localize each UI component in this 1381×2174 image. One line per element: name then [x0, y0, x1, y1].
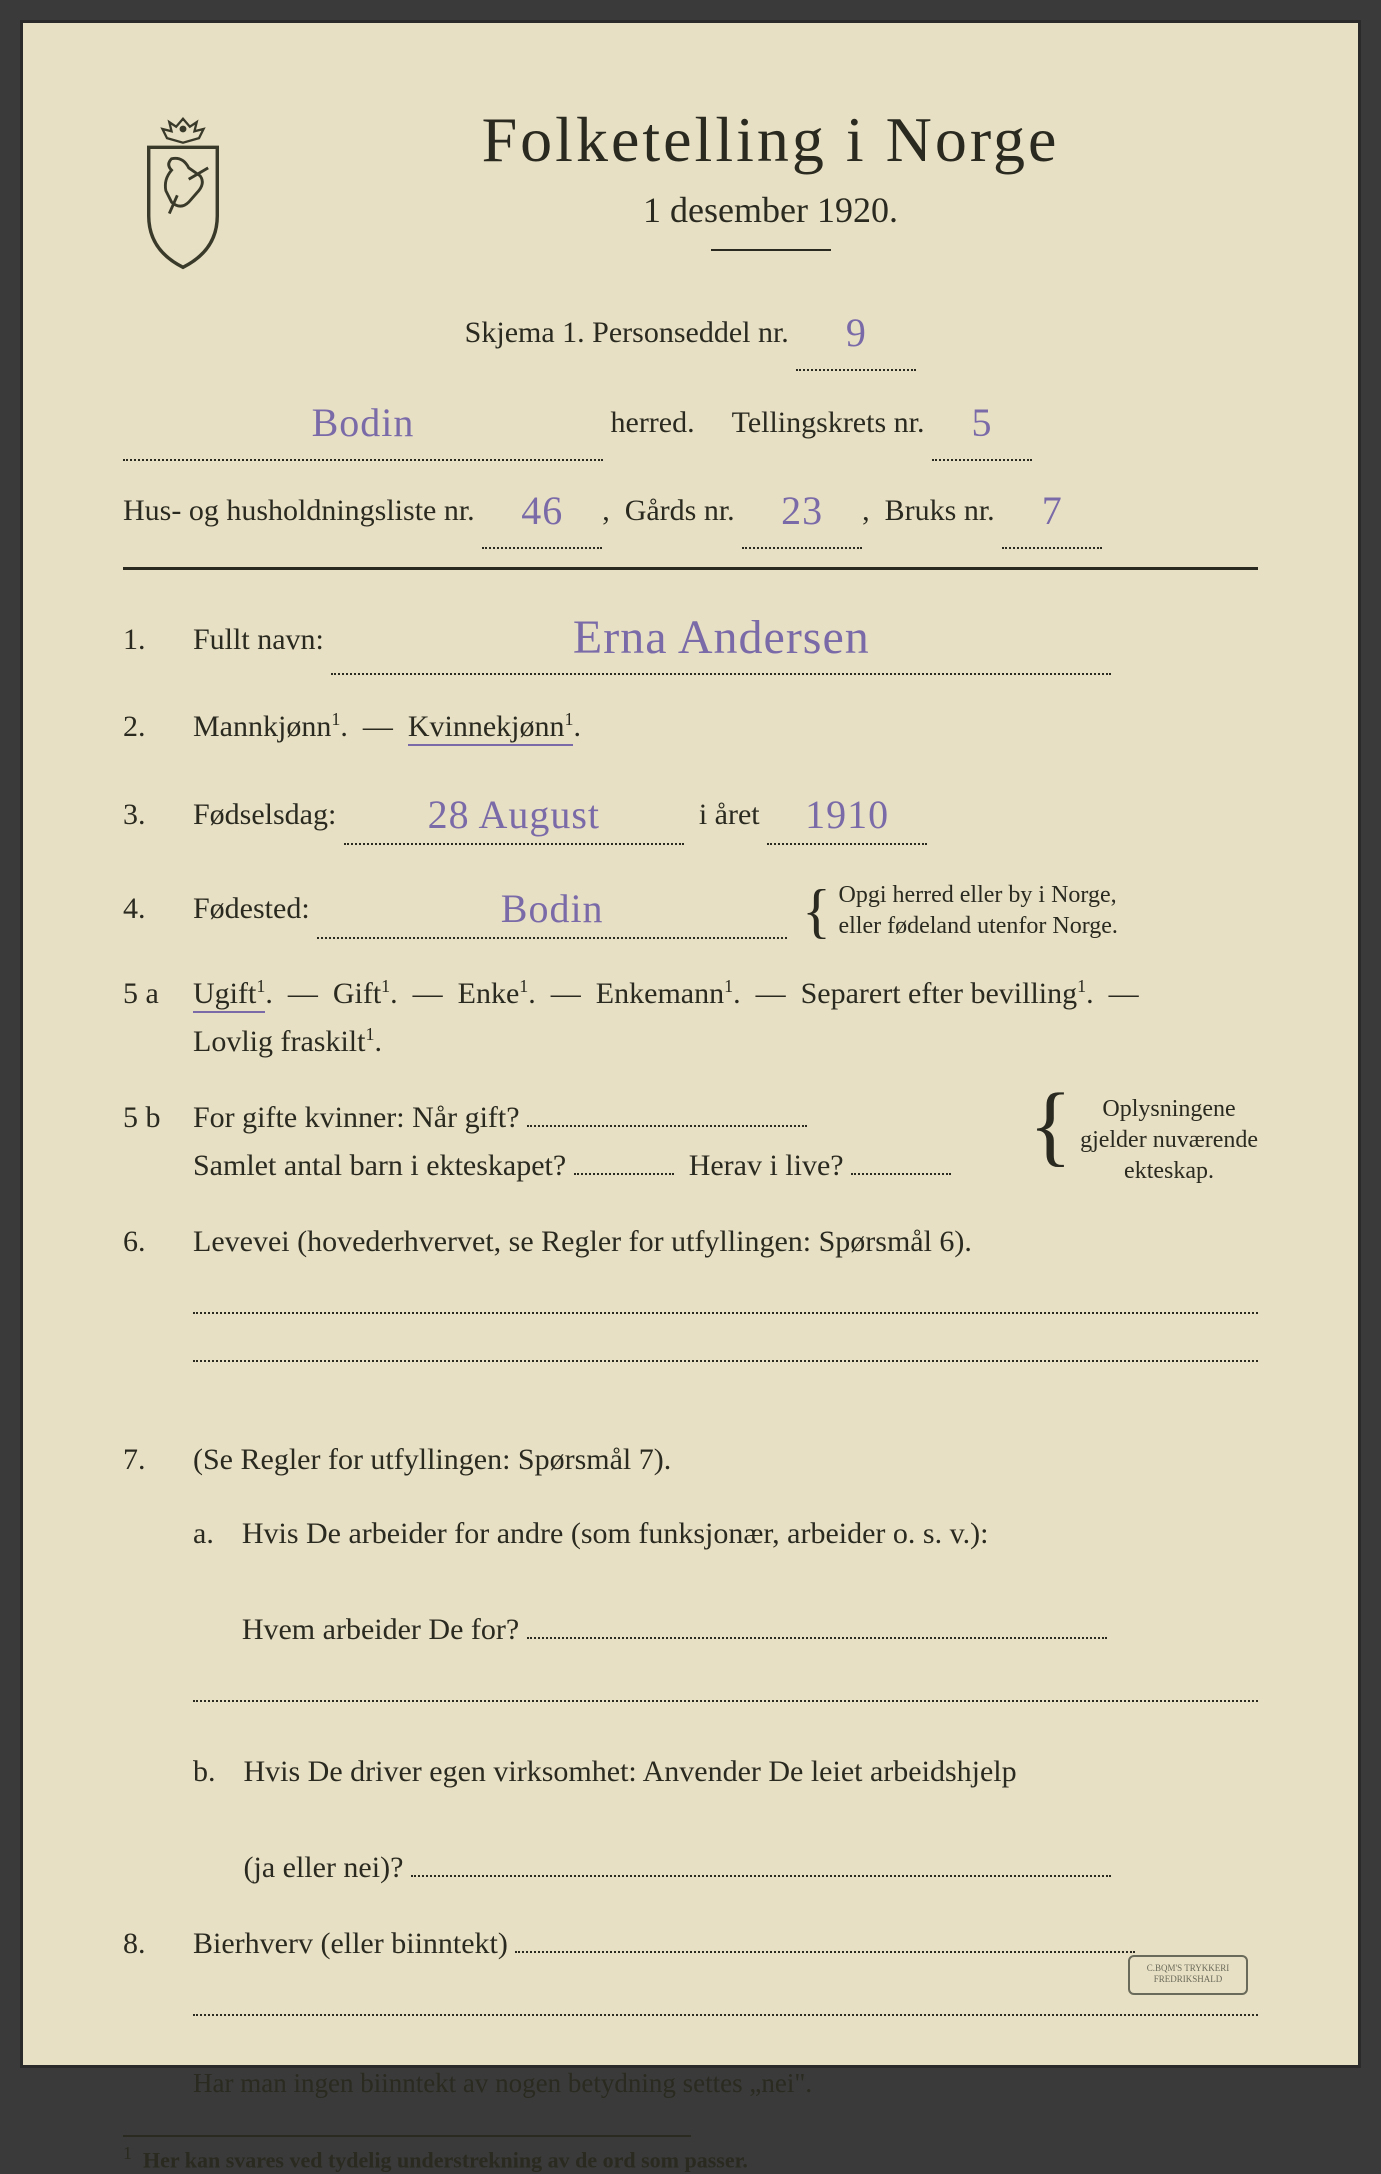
q6-field-1[interactable] [193, 1312, 1258, 1314]
census-form-page: Folketelling i Norge 1 desember 1920. Sk… [20, 20, 1361, 2068]
q7-row: 7. (Se Regler for utfyllingen: Spørsmål … [123, 1436, 1258, 1892]
subtitle: 1 desember 1920. [283, 189, 1258, 231]
skjema-row: Skjema 1. Personseddel nr. 9 [123, 289, 1258, 371]
children-alive-field[interactable] [851, 1173, 951, 1175]
title-divider [711, 249, 831, 251]
q6-row: 6. Levevei (hovederhvervet, se Regler fo… [123, 1218, 1258, 1408]
q2-kvinne[interactable]: Kvinnekjønn1 [408, 710, 574, 746]
gards-field[interactable]: 23 [742, 467, 862, 549]
husliste-row: Hus- og husholdningsliste nr. 46, Gårds … [123, 467, 1258, 549]
husliste-field[interactable]: 46 [482, 467, 602, 549]
herred-label: herred. [611, 406, 695, 439]
title-block: Folketelling i Norge 1 desember 1920. [283, 103, 1258, 279]
q7a-text1: Hvis De arbeider for andre (som funksjon… [242, 1517, 989, 1550]
q8-row: 8. Bierhverv (eller biinntekt) Har man i… [123, 1920, 1258, 2105]
herred-field[interactable]: Bodin [123, 379, 603, 461]
brace-icon: { [1029, 1094, 1072, 1157]
q6-text: Levevei (hovederhvervet, se Regler for u… [193, 1225, 972, 1258]
q5b-label3: Herav i live? [689, 1149, 844, 1182]
q7-intro: (Se Regler for utfyllingen: Spørsmål 7). [193, 1443, 671, 1476]
q5b-note: { Oplysningene gjelder nuværende ekteska… [1029, 1094, 1258, 1188]
q7a-field-2[interactable] [193, 1700, 1258, 1702]
main-title: Folketelling i Norge [283, 103, 1258, 177]
tellingskrets-label: Tellingskrets nr. [732, 406, 925, 439]
q4-num: 4. [123, 885, 173, 933]
q8-field-1[interactable] [515, 1951, 1135, 1953]
husliste-label: Hus- og husholdningsliste nr. [123, 494, 475, 527]
q3-mid: i året [699, 798, 760, 831]
q7a-field[interactable] [527, 1637, 1107, 1639]
q3-row: 3. Fødselsdag: 28 August i året 1910 [123, 779, 1258, 845]
q5b-num: 5 b [123, 1094, 173, 1142]
q4-label: Fødested: [193, 892, 310, 925]
q5a-separert[interactable]: Separert efter bevilling1. [801, 977, 1094, 1010]
q7a-text2: Hvem arbeider De for? [242, 1613, 519, 1646]
q4-row: 4. Fødested: Bodin { Opgi herred eller b… [123, 873, 1258, 942]
q5b-row: 5 b For gifte kvinner: Når gift? Samlet … [123, 1094, 1258, 1190]
q8-label: Bierhverv (eller biinntekt) [193, 1927, 508, 1960]
q4-note: Opgi herred eller by i Norge, eller føde… [838, 880, 1117, 942]
printer-stamp: C.BQM'S TRYKKERI FREDRIKSHALD [1128, 1955, 1248, 1995]
q1-row: 1. Fullt navn: Erna Andersen [123, 596, 1258, 675]
section-divider [123, 567, 1258, 570]
q7b-num: b. [193, 1748, 216, 1892]
birthyear-field[interactable]: 1910 [767, 779, 927, 845]
q1-label: Fullt navn: [193, 623, 324, 656]
q5a-row: 5 a Ugift1. — Gift1. — Enke1. — Enkemann… [123, 970, 1258, 1066]
herred-row: Bodin herred. Tellingskrets nr. 5 [123, 379, 1258, 461]
q3-label: Fødselsdag: [193, 798, 336, 831]
tellingskrets-field[interactable]: 5 [932, 379, 1032, 461]
q5a-enke[interactable]: Enke1. [458, 977, 536, 1010]
q7b-field[interactable] [411, 1875, 1111, 1877]
q8-num: 8. [123, 1920, 173, 1968]
footnote-bar [123, 2135, 691, 2143]
q5a-fraskilt[interactable]: Lovlig fraskilt1. [193, 1025, 382, 1058]
footnote: 1 Her kan svares ved tydelig understrekn… [123, 2143, 1258, 2173]
q5a-enkemann[interactable]: Enkemann1. [596, 977, 741, 1010]
q7-num: 7. [123, 1436, 173, 1484]
q5b-label2: Samlet antal barn i ekteskapet? [193, 1149, 566, 1182]
q7b-text2: (ja eller nei)? [244, 1851, 404, 1884]
q3-num: 3. [123, 791, 173, 839]
bruks-label: Bruks nr. [885, 494, 995, 527]
coat-of-arms-icon [123, 113, 243, 273]
header: Folketelling i Norge 1 desember 1920. [123, 103, 1258, 279]
personseddel-nr-field[interactable]: 9 [796, 289, 916, 371]
q5a-gift[interactable]: Gift1. [333, 977, 398, 1010]
fullname-field[interactable]: Erna Andersen [331, 596, 1111, 675]
q2-mann[interactable]: Mannkjønn1. [193, 710, 348, 743]
skjema-label: Skjema 1. Personseddel nr. [465, 316, 789, 349]
q2-num: 2. [123, 703, 173, 751]
q1-num: 1. [123, 616, 173, 664]
q8-field-2[interactable] [193, 2014, 1258, 2016]
q2-row: 2. Mannkjønn1. — Kvinnekjønn1. [123, 703, 1258, 751]
q6-field-2[interactable] [193, 1360, 1258, 1362]
children-total-field[interactable] [574, 1173, 674, 1175]
bruks-field[interactable]: 7 [1002, 467, 1102, 549]
q5a-num: 5 a [123, 970, 173, 1018]
q7a-num: a. [193, 1510, 214, 1654]
q8-note: Har man ingen biinntekt av nogen betydni… [193, 2062, 1258, 2105]
birthplace-field[interactable]: Bodin [317, 873, 787, 939]
q7b-text1: Hvis De driver egen virksomhet: Anvender… [244, 1755, 1017, 1788]
q6-num: 6. [123, 1218, 173, 1266]
q5b-label1: For gifte kvinner: Når gift? [193, 1101, 520, 1134]
q5a-ugift[interactable]: Ugift1 [193, 977, 265, 1013]
gards-label: Gårds nr. [625, 494, 735, 527]
married-when-field[interactable] [527, 1125, 807, 1127]
brace-icon: { [802, 890, 831, 932]
birthday-field[interactable]: 28 August [344, 779, 684, 845]
